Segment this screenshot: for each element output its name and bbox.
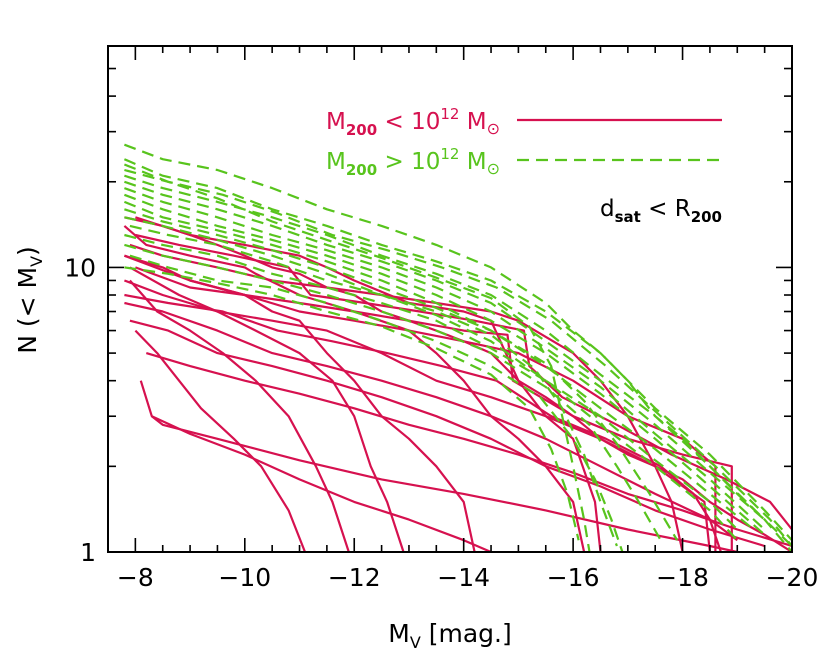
series-line	[123, 163, 591, 552]
x-tick-label: −18	[656, 563, 709, 592]
y-tick-label: 10	[64, 253, 96, 282]
series-line	[124, 301, 738, 542]
series-line	[135, 233, 792, 531]
ticks-layer: −8 −10 −12 −14 −16 −18 −20 1 10	[64, 46, 818, 592]
series-line	[135, 216, 602, 552]
x-tick-label: −20	[766, 563, 819, 592]
series-line	[124, 187, 766, 531]
series-high-mass	[123, 143, 792, 552]
series-line	[124, 216, 792, 552]
series-line	[139, 380, 492, 552]
x-tick-label: −14	[437, 563, 490, 592]
legend: M200 < 1012 M⊙ M200 > 1012 M⊙	[326, 105, 722, 179]
series-line	[124, 233, 739, 541]
series-line	[129, 254, 624, 552]
series-line	[124, 168, 792, 547]
series-line	[123, 200, 755, 531]
series-line	[124, 293, 722, 552]
series-line	[129, 224, 618, 547]
plot-frame	[107, 45, 793, 553]
series-layer	[123, 143, 792, 552]
series-line	[124, 193, 766, 536]
series-line	[124, 143, 792, 552]
series-line	[124, 216, 739, 531]
series-line	[124, 174, 766, 521]
legend-label-low-mass: M200 < 1012 M⊙	[326, 105, 500, 139]
series-line	[134, 329, 307, 552]
series-line	[135, 266, 476, 552]
series-line	[124, 208, 679, 541]
series-line	[129, 266, 405, 552]
series-low-mass	[123, 216, 792, 552]
series-line	[124, 266, 580, 541]
annotation-text: dsat < R200	[600, 196, 722, 226]
x-tick-label: −12	[328, 563, 381, 592]
series-line	[123, 158, 792, 541]
x-tick-label: −16	[547, 563, 600, 592]
series-line	[145, 352, 792, 548]
y-axis-title: N (< MV)	[13, 246, 46, 354]
series-line	[129, 319, 765, 548]
x-axis-title: MV [mag.]	[388, 619, 511, 652]
series-line	[151, 415, 738, 552]
y-tick-label: 1	[80, 538, 96, 567]
x-tick-label: −8	[117, 563, 154, 592]
series-line	[124, 180, 792, 547]
legend-label-high-mass: M200 > 1012 M⊙	[326, 145, 500, 179]
x-tick-label: −10	[218, 563, 271, 592]
series-line	[124, 243, 662, 541]
